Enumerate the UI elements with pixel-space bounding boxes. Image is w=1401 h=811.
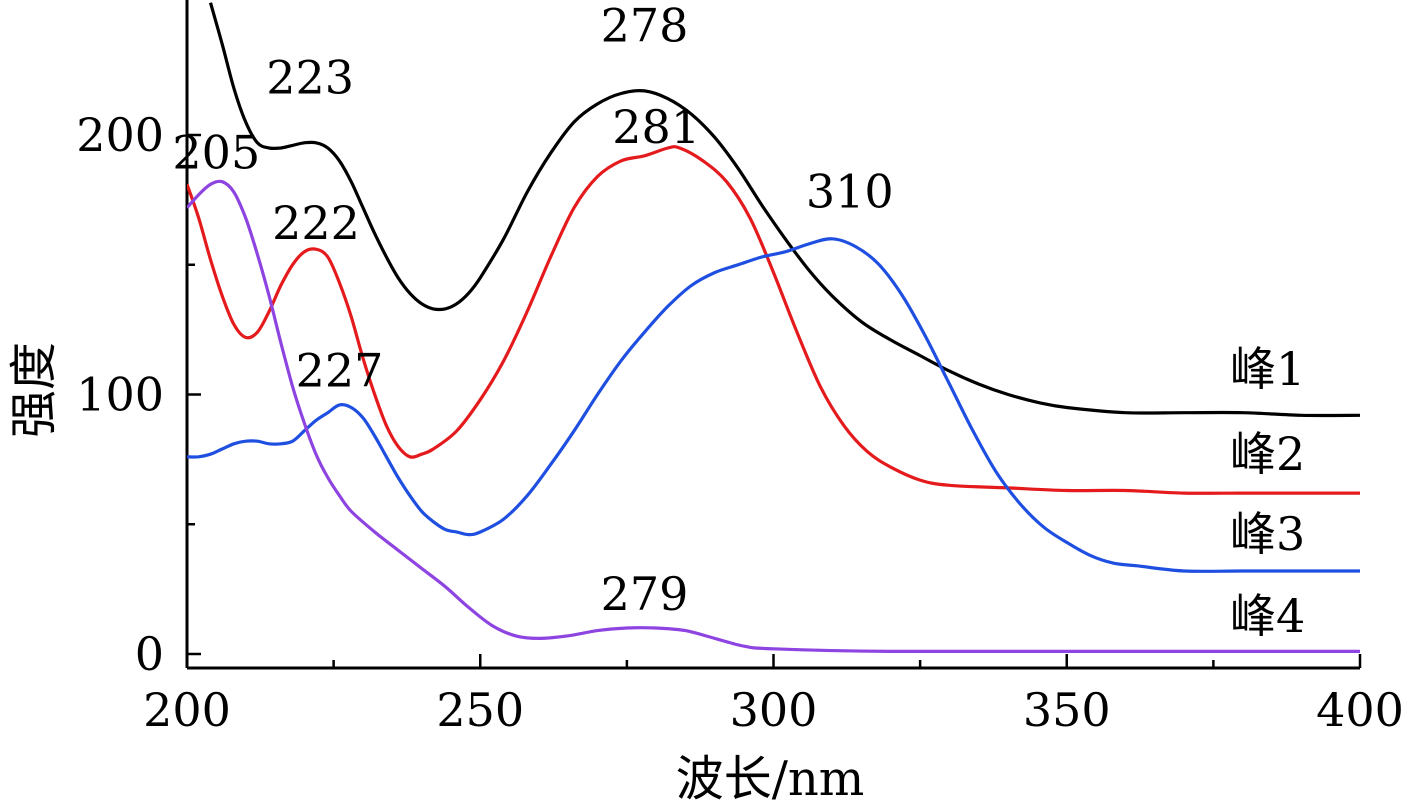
peak-label: 279 bbox=[601, 567, 689, 621]
axes: 200 250 300 350 400 0 100 200 bbox=[76, 0, 1401, 737]
x-tick-label: 300 bbox=[730, 683, 818, 737]
series-label-1: 峰1 bbox=[1230, 342, 1305, 396]
series-line-1 bbox=[208, 2, 1360, 418]
x-tick-label: 350 bbox=[1023, 683, 1111, 737]
series-label-4: 峰4 bbox=[1230, 589, 1305, 643]
series-line-4 bbox=[187, 179, 1360, 654]
x-tick-label: 400 bbox=[1316, 683, 1401, 737]
y-tick-label: 100 bbox=[76, 368, 164, 422]
y-axis-label: 强度 bbox=[6, 342, 62, 438]
peak-label: 222 bbox=[272, 196, 360, 250]
series-line-2 bbox=[187, 145, 1360, 495]
series-label-3: 峰3 bbox=[1230, 507, 1305, 561]
peak-label: 223 bbox=[266, 50, 354, 104]
peak-label: 281 bbox=[612, 100, 700, 154]
peak-label: 310 bbox=[806, 165, 894, 219]
peak-label: 205 bbox=[172, 126, 260, 180]
peak-label: 227 bbox=[296, 344, 384, 398]
series-layer: 峰1 峰2 峰3 峰4 bbox=[187, 2, 1360, 654]
series-line-3 bbox=[187, 237, 1360, 573]
x-axis-label: 波长/nm bbox=[676, 751, 865, 807]
series-label-2: 峰2 bbox=[1230, 427, 1305, 481]
annotation-layer: 223 278 205 281 222 310 227 279 bbox=[172, 0, 893, 621]
x-tick-label: 200 bbox=[143, 683, 231, 737]
y-tick-label: 0 bbox=[135, 627, 164, 681]
y-tick-label: 200 bbox=[76, 108, 164, 162]
peak-label: 278 bbox=[601, 0, 689, 53]
x-tick-label: 250 bbox=[436, 683, 524, 737]
